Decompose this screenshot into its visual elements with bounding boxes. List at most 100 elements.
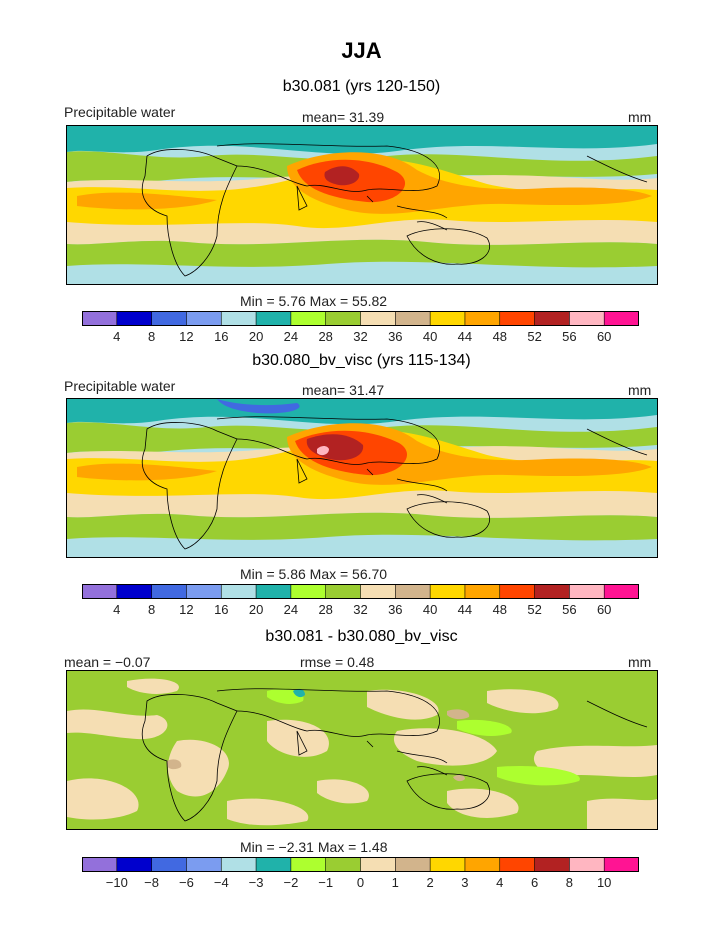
panel-3-rmse-label: rmse = 0.48	[300, 654, 375, 670]
colorbar-1-swatch	[82, 311, 118, 326]
map-3-coastlines	[141, 688, 648, 822]
colorbar-2-swatch	[464, 584, 501, 599]
colorbar-1-swatch	[430, 311, 466, 326]
colorbar-1-swatch	[325, 311, 361, 326]
colorbar-2-swatch	[186, 584, 222, 599]
figure-title: JJA	[341, 38, 382, 63]
colorbar-1-swatch	[151, 311, 187, 326]
colorbar-3-swatch	[186, 857, 222, 872]
colorbar-3-swatch	[499, 857, 536, 872]
colorbar-1-tick-label: 56	[562, 329, 577, 344]
colorbar-2-swatch	[221, 584, 257, 599]
colorbar-1-swatch	[395, 311, 431, 326]
panel-1-subtitle: b30.081 (yrs 120-150)	[282, 78, 441, 95]
colorbar-2-tick-labels: 4 8 12 16 20 24 28 32 36 40 44 48 52 56 60	[82, 602, 639, 620]
colorbar-1-swatch	[534, 311, 570, 326]
colorbar-3-swatch	[325, 857, 361, 872]
colorbar-1-tick-label: 12	[179, 329, 194, 344]
colorbar-2-tick-label: 44	[457, 602, 473, 617]
colorbar-1-swatch	[464, 311, 501, 326]
colorbar-2-tick-label: 56	[562, 602, 577, 617]
colorbar-2-tick-label: 28	[318, 602, 333, 617]
colorbar-3-tick-label: 8	[565, 875, 574, 890]
map-1-coastlines	[141, 143, 648, 277]
colorbar-3-tick-label: −4	[213, 875, 229, 890]
colorbar-3-swatch	[534, 857, 570, 872]
colorbar-3-tick-label: 6	[530, 875, 539, 890]
panel-3-units-label: mm	[628, 654, 652, 670]
colorbar-2-swatch	[499, 584, 536, 599]
panel-3-map-svg	[67, 671, 657, 829]
panel-3-map	[66, 670, 658, 830]
colorbar-2-swatch	[151, 584, 187, 599]
panel-2-map	[66, 398, 658, 558]
colorbar-2-tick-label: 60	[596, 602, 612, 617]
map-1-monsoon-max	[324, 166, 360, 186]
colorbar-3-swatch	[604, 857, 639, 872]
colorbar-3-tick-labels: −10 −8 −6 −4 −3 −2 −1 0 1 2 3 4 6 8 10	[82, 875, 639, 893]
map-1-southern-ocean	[67, 261, 657, 284]
colorbar-3-tick-label: 10	[596, 875, 612, 890]
colorbar-2	[82, 584, 639, 599]
colorbar-3-tick-label: −10	[105, 875, 128, 890]
panel-2-variable-label: Precipitable water	[64, 378, 176, 394]
colorbar-3-tick-label: 2	[426, 875, 434, 890]
colorbar-3-swatch	[360, 857, 396, 872]
colorbar-2-swatch	[116, 584, 153, 599]
panel-3-subtitle: b30.081 - b30.080_bv_visc	[265, 628, 458, 645]
panel-2-mean-label: mean= 31.47	[302, 382, 385, 398]
colorbar-3-swatch	[290, 857, 327, 872]
colorbar-3-swatch	[116, 857, 153, 872]
panel-2-units-label: mm	[628, 382, 652, 398]
colorbar-2-tick-label: 24	[283, 602, 299, 617]
colorbar-3-tick-label: −6	[178, 875, 194, 890]
colorbar-2-tick-label: 16	[214, 602, 229, 617]
colorbar-2-swatch	[430, 584, 466, 599]
map-2-southern-ocean	[67, 534, 657, 557]
panel-3-minmax: Min = −2.31 Max = 1.48	[240, 839, 388, 855]
colorbar-2-tick-label: 36	[388, 602, 403, 617]
colorbar-3-swatch	[221, 857, 257, 872]
panel-2-map-svg	[67, 399, 657, 557]
map-2-coastlines	[141, 416, 648, 550]
colorbar-2-swatch	[325, 584, 361, 599]
colorbar-2-swatch	[395, 584, 431, 599]
colorbar-3-swatch	[569, 857, 605, 872]
colorbar-2-swatch	[290, 584, 327, 599]
map-1-africa-moist	[77, 192, 217, 210]
colorbar-1-swatch	[221, 311, 257, 326]
colorbar-1-tick-label: 52	[527, 329, 542, 344]
colorbar-1-tick-label: 36	[388, 329, 403, 344]
colorbar-3-tick-label: −2	[283, 875, 299, 890]
colorbar-2-tick-label: 32	[353, 602, 368, 617]
panel-1-minmax: Min = 5.76 Max = 55.82	[240, 293, 388, 309]
colorbar-2-tick-label: 52	[527, 602, 542, 617]
map-2-peak	[317, 446, 329, 456]
colorbar-1	[82, 311, 639, 326]
colorbar-3-swatch	[430, 857, 466, 872]
colorbar-2-swatch	[534, 584, 570, 599]
colorbar-1-swatch	[499, 311, 536, 326]
colorbar-2-swatch	[256, 584, 292, 599]
panel-2-minmax: Min = 5.86 Max = 56.70	[240, 566, 388, 582]
colorbar-1-swatch	[569, 311, 605, 326]
panel-1-mean-label: mean= 31.39	[302, 109, 385, 125]
panel-1-units-label: mm	[628, 109, 652, 125]
colorbar-1-tick-label: 4	[113, 329, 121, 344]
colorbar-2-tick-label: 12	[179, 602, 194, 617]
colorbar-2-tick-label: 4	[113, 602, 121, 617]
colorbar-2-swatch	[82, 584, 118, 599]
colorbar-2-tick-label: 8	[147, 602, 156, 617]
colorbar-3-tick-label: 0	[356, 875, 365, 890]
panel-2-subtitle: b30.080_bv_visc (yrs 115-134)	[252, 352, 471, 369]
colorbar-3-tick-label: −3	[248, 875, 264, 890]
colorbar-2-tick-label: 40	[422, 602, 438, 617]
colorbar-3-tick-label: 1	[391, 875, 399, 890]
panel-1-variable-label: Precipitable water	[64, 104, 176, 120]
colorbar-1-tick-label: 48	[492, 329, 508, 344]
colorbar-2-tick-label: 20	[248, 602, 264, 617]
colorbar-2-swatch	[569, 584, 605, 599]
colorbar-1-tick-labels: 4 8 12 16 20 24 28 32 36 40 44 48 52 56 60	[82, 329, 639, 347]
map-2-northern-band	[67, 399, 657, 425]
colorbar-3-swatch	[395, 857, 431, 872]
